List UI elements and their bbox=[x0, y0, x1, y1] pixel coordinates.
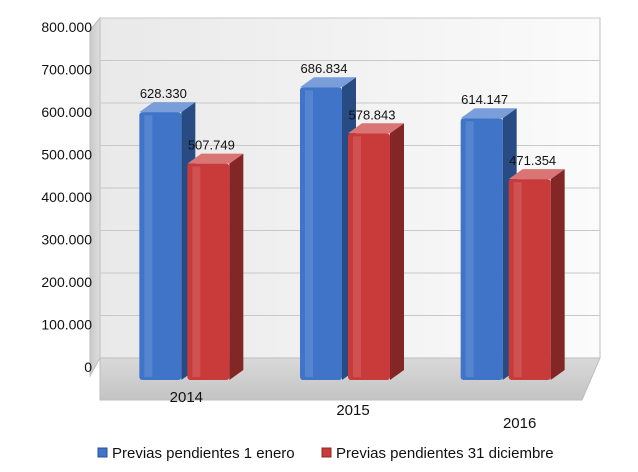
legend: Previas pendientes 1 enero Previas pendie… bbox=[97, 445, 554, 462]
data-label: 507.749 bbox=[188, 138, 235, 153]
bar-highlight bbox=[144, 115, 153, 377]
bar bbox=[300, 77, 356, 381]
legend-swatch bbox=[97, 447, 108, 458]
bar-top bbox=[508, 169, 565, 180]
bar-side bbox=[229, 153, 244, 380]
bar bbox=[460, 108, 517, 380]
bar-top bbox=[139, 102, 196, 113]
y-tick-label: 700.000 bbox=[41, 62, 92, 78]
bar-top bbox=[348, 123, 404, 134]
y-tick-label: 0 bbox=[84, 359, 92, 375]
bar-top bbox=[300, 77, 356, 88]
y-tick-label: 500.000 bbox=[41, 147, 92, 163]
legend-item: Previas pendientes 1 enero bbox=[97, 445, 295, 462]
data-label: 628.330 bbox=[140, 86, 187, 101]
bar-highlight bbox=[513, 182, 522, 377]
x-tick-label: 2014 bbox=[170, 389, 203, 406]
bars: 628.330 507.749 686.834 578.843 614.147 471.3… bbox=[139, 61, 565, 381]
data-label: 686.834 bbox=[301, 61, 348, 76]
x-tick-label: 2016 bbox=[503, 415, 536, 432]
bar-top bbox=[187, 153, 244, 164]
bar-highlight bbox=[305, 90, 313, 378]
legend-item: Previas pendientes 31 diciembre bbox=[321, 445, 554, 462]
y-tick-label: 400.000 bbox=[41, 189, 92, 205]
y-tick-label: 800.000 bbox=[41, 19, 92, 35]
bar-highlight bbox=[353, 136, 361, 377]
legend-label: Previas pendientes 1 enero bbox=[112, 445, 295, 462]
bar bbox=[187, 153, 244, 380]
bar-top bbox=[460, 108, 517, 119]
data-label: 578.843 bbox=[349, 107, 396, 122]
y-tick-label: 100.000 bbox=[41, 317, 92, 333]
y-axis: 0 100.000 200.000 300.000 400.000 500.000 600.… bbox=[41, 19, 92, 375]
y-tick-label: 300.000 bbox=[41, 232, 92, 248]
bar-side bbox=[550, 169, 565, 380]
legend-label: Previas pendientes 31 diciembre bbox=[336, 445, 554, 462]
data-label: 614.147 bbox=[461, 92, 508, 107]
bar bbox=[508, 169, 565, 380]
legend-swatch bbox=[321, 447, 332, 458]
data-label: 471.354 bbox=[509, 153, 556, 168]
x-tick-label: 2015 bbox=[336, 402, 369, 419]
bar-highlight bbox=[465, 121, 474, 377]
bar-highlight bbox=[192, 166, 201, 377]
x-axis: 2014 2015 2016 bbox=[170, 389, 537, 432]
y-tick-label: 600.000 bbox=[41, 104, 92, 120]
y-tick-label: 200.000 bbox=[41, 274, 92, 290]
bar-side bbox=[390, 123, 404, 380]
bar bbox=[348, 123, 404, 380]
